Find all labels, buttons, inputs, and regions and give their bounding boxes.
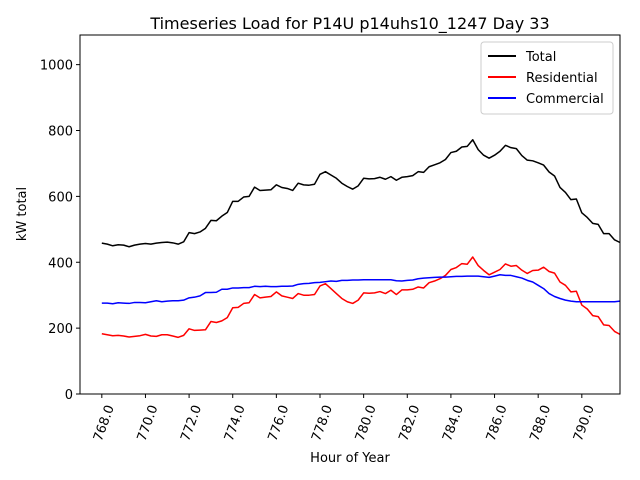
y-tick-label: 200	[48, 322, 73, 337]
y-tick-label: 0	[65, 388, 73, 403]
legend-label-total: Total	[525, 50, 556, 65]
legend-label-commercial: Commercial	[526, 92, 604, 107]
y-tick-label: 1000	[40, 59, 73, 74]
series-line-commercial	[101, 274, 621, 305]
x-axis-label: Hour of Year	[310, 451, 390, 466]
chart-title: Timeseries Load for P14U p14uhs10_1247 D…	[149, 14, 549, 34]
y-tick-label: 600	[48, 190, 73, 205]
series-lines	[101, 138, 621, 339]
y-tick-label: 400	[48, 256, 73, 271]
legend-box	[480, 41, 614, 115]
series-line-residential	[101, 256, 621, 339]
legend-label-residential: Residential	[526, 71, 598, 86]
y-tick-label: 800	[48, 125, 73, 140]
y-axis: 0 200 400 600 800 1000	[40, 59, 80, 403]
series-line-total	[101, 138, 621, 248]
y-axis-label: kW total	[15, 187, 30, 241]
legend: Total Residential Commercial	[480, 41, 614, 115]
plot-frame	[79, 34, 621, 395]
